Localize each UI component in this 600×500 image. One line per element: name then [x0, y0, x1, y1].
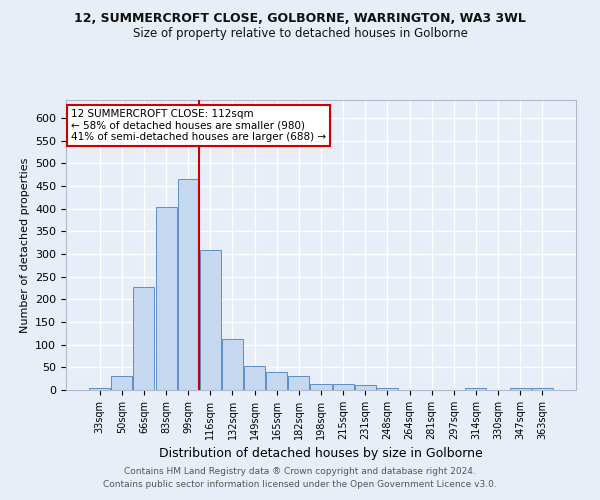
Text: Contains HM Land Registry data ® Crown copyright and database right 2024.: Contains HM Land Registry data ® Crown c… [124, 467, 476, 476]
Bar [155, 208, 176, 390]
Bar [310, 384, 332, 390]
Bar [509, 388, 530, 390]
Bar [377, 388, 398, 390]
Bar [133, 286, 154, 390]
Text: Contains public sector information licensed under the Open Government Licence v3: Contains public sector information licen… [103, 480, 497, 489]
Bar [466, 388, 487, 390]
Text: Size of property relative to detached houses in Golborne: Size of property relative to detached ho… [133, 28, 467, 40]
Y-axis label: Number of detached properties: Number of detached properties [20, 158, 29, 332]
Bar [332, 384, 353, 390]
Bar [355, 386, 376, 390]
Bar [222, 339, 243, 390]
Bar [200, 250, 221, 390]
Bar [89, 388, 110, 390]
Text: 12 SUMMERCROFT CLOSE: 112sqm
← 58% of detached houses are smaller (980)
41% of s: 12 SUMMERCROFT CLOSE: 112sqm ← 58% of de… [71, 108, 326, 142]
Text: 12, SUMMERCROFT CLOSE, GOLBORNE, WARRINGTON, WA3 3WL: 12, SUMMERCROFT CLOSE, GOLBORNE, WARRING… [74, 12, 526, 26]
X-axis label: Distribution of detached houses by size in Golborne: Distribution of detached houses by size … [159, 448, 483, 460]
Bar [289, 376, 310, 390]
Bar [266, 372, 287, 390]
Bar [244, 366, 265, 390]
Bar [178, 180, 199, 390]
Bar [112, 376, 133, 390]
Bar [532, 388, 553, 390]
